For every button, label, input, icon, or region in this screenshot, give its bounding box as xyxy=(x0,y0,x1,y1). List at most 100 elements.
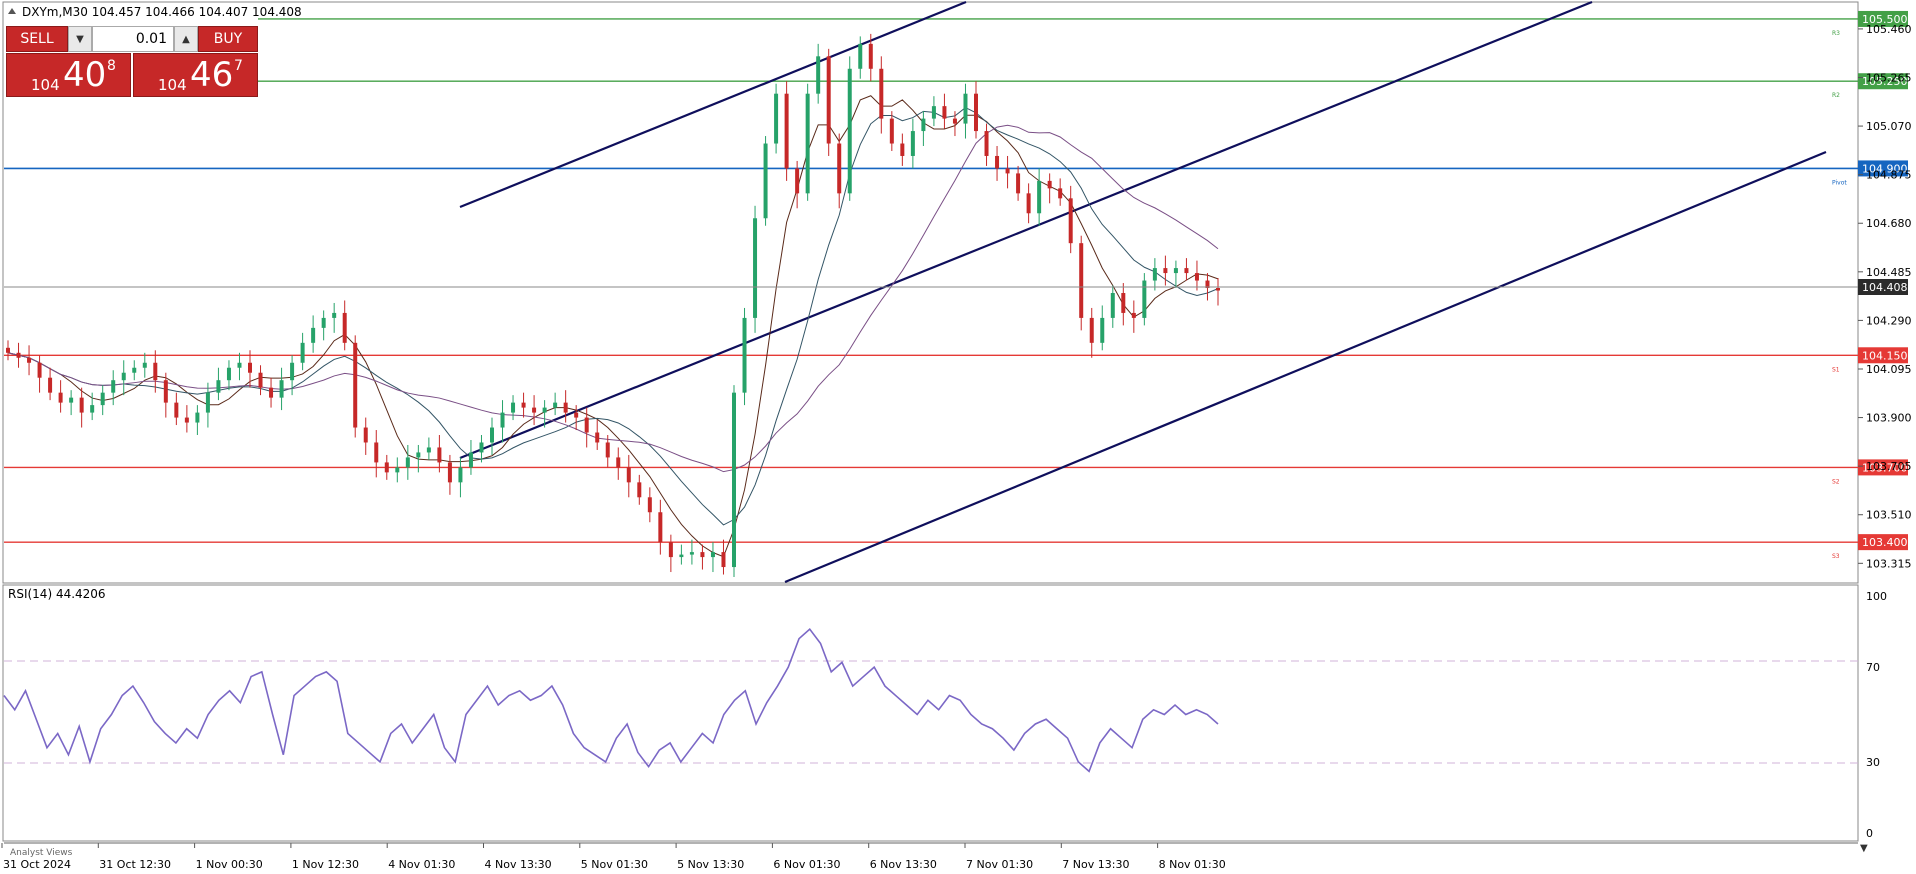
time-tick-label: 1 Nov 12:30 xyxy=(292,858,359,871)
candle-body xyxy=(647,497,652,513)
channel-lower-line[interactable] xyxy=(784,150,1827,584)
candle-body xyxy=(1079,243,1084,318)
candle-body xyxy=(216,380,221,393)
candle-body xyxy=(1047,180,1052,189)
level-box-r2 xyxy=(1858,73,1908,90)
candle-body xyxy=(69,397,74,403)
candle-body xyxy=(753,218,758,318)
candle-body xyxy=(910,131,915,156)
candle-body xyxy=(732,392,736,568)
candle-body xyxy=(889,118,894,144)
time-tick-label: 7 Nov 13:30 xyxy=(1062,858,1129,871)
candle-body xyxy=(921,118,926,132)
candle-body xyxy=(763,143,768,219)
candle-body xyxy=(479,442,484,453)
rsi-tick-label: 0 xyxy=(1866,827,1873,840)
candle-body xyxy=(48,377,53,393)
time-tick-label: 31 Oct 12:30 xyxy=(99,858,171,871)
candle-body xyxy=(1058,188,1063,199)
scroll-down-icon[interactable]: ▼ xyxy=(1860,843,1868,854)
level-label-pivot: 104.900 xyxy=(1862,162,1908,175)
candle-body xyxy=(574,412,579,418)
candle-body xyxy=(521,402,526,408)
level-box-s1 xyxy=(1858,347,1908,364)
moving-average-2 xyxy=(7,107,1219,526)
candle-body xyxy=(805,93,810,194)
candle-body xyxy=(721,552,726,568)
level-label-r3: 105.500 xyxy=(1862,13,1908,26)
candle-body xyxy=(1131,312,1136,318)
buy-price-small: 104 xyxy=(158,76,187,94)
candle-body xyxy=(111,380,116,393)
buy-price-big: 46 xyxy=(190,55,234,95)
candle-body xyxy=(795,168,800,194)
candle-body xyxy=(195,412,200,423)
candle-body xyxy=(468,452,473,468)
level-label-s1: 104.150 xyxy=(1862,349,1908,362)
level-tag-r2: R2 xyxy=(1832,92,1840,99)
time-tick-label: 8 Nov 01:30 xyxy=(1159,858,1226,871)
candle-body xyxy=(269,387,274,398)
candle-body xyxy=(689,552,694,555)
level-box-pivot xyxy=(1858,160,1908,177)
candle-body xyxy=(226,367,231,381)
channel-middle-line[interactable] xyxy=(459,0,1593,460)
sell-price-box[interactable]: 104 40 8 xyxy=(6,53,131,97)
time-tick-label: 4 Nov 13:30 xyxy=(485,858,552,871)
candle-body xyxy=(1100,317,1105,343)
price-tick-label: 105.070 xyxy=(1866,120,1912,133)
trend-channel[interactable] xyxy=(459,0,1827,584)
current-price-label: 104.408 xyxy=(1862,281,1908,294)
candle-body xyxy=(37,362,42,378)
candle-body xyxy=(342,312,347,343)
candle-body xyxy=(626,467,631,483)
candlesticks xyxy=(6,33,1220,578)
candle-body xyxy=(290,362,295,381)
candle-body xyxy=(542,407,547,413)
candle-body xyxy=(205,392,210,413)
candle-body xyxy=(784,93,789,169)
sell-price-small: 104 xyxy=(31,76,60,94)
level-label-r2: 105.250 xyxy=(1862,75,1908,88)
sell-price-big: 40 xyxy=(63,55,107,95)
channel-upper-line[interactable] xyxy=(459,0,967,209)
collapse-triangle-icon[interactable] xyxy=(8,8,16,14)
buy-price-box[interactable]: 104 46 7 xyxy=(133,53,258,97)
candle-body xyxy=(447,462,452,483)
candle-body xyxy=(248,362,252,373)
candle-body xyxy=(416,452,421,458)
sell-button[interactable]: SELL xyxy=(6,26,68,52)
candle-body xyxy=(952,118,957,124)
candle-body xyxy=(826,56,831,144)
lot-size-input[interactable] xyxy=(92,26,174,52)
rsi-tick-label: 100 xyxy=(1866,590,1887,603)
buy-price-sup: 7 xyxy=(234,58,243,74)
candle-body xyxy=(605,442,610,458)
candle-body xyxy=(384,462,389,473)
time-tick-label: 4 Nov 01:30 xyxy=(388,858,455,871)
candle-body xyxy=(868,43,873,69)
candle-body xyxy=(163,380,168,403)
candle-body xyxy=(774,93,779,144)
analyst-views-label[interactable]: Analyst Views xyxy=(10,848,73,858)
price-panel xyxy=(2,1,1859,584)
candle-body xyxy=(142,362,147,368)
level-label-s3: 103.400 xyxy=(1862,536,1908,549)
level-label-s2: 103.700 xyxy=(1862,461,1908,474)
candle-body xyxy=(1037,180,1042,214)
sell-price-sup: 8 xyxy=(107,58,116,74)
candle-body xyxy=(174,402,179,418)
lot-increase-icon[interactable]: ▲ xyxy=(174,26,198,52)
candle-body xyxy=(974,93,978,132)
candle-body xyxy=(16,352,21,358)
candle-body xyxy=(426,447,431,453)
candle-body xyxy=(58,392,63,403)
candle-body xyxy=(1121,293,1126,313)
candle-body xyxy=(132,367,137,373)
buy-button[interactable]: BUY xyxy=(198,26,258,52)
price-tick-label: 104.875 xyxy=(1866,169,1912,182)
candle-body xyxy=(710,552,715,558)
lot-decrease-icon[interactable]: ▼ xyxy=(68,26,92,52)
current-price-marker: 104.408 xyxy=(4,279,1908,295)
